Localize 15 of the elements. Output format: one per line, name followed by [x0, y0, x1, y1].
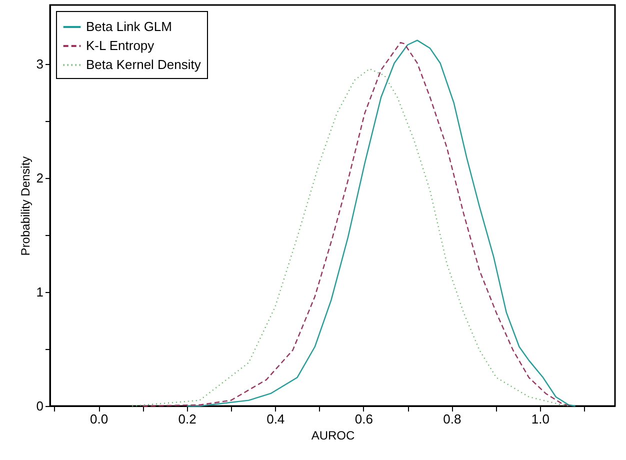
- legend-label: Beta Link GLM: [86, 19, 172, 34]
- y-tick-label: 3: [36, 56, 44, 72]
- x-axis-title: AUROC: [311, 428, 355, 442]
- y-axis-title: Probability Density: [18, 156, 32, 256]
- x-tick-label: 0.0: [90, 412, 108, 426]
- x-tick-label: 0.4: [266, 412, 285, 426]
- x-tick-label: 0.2: [178, 412, 196, 426]
- x-tick-label: 1.0: [531, 412, 550, 426]
- legend-label: K-L Entropy: [86, 38, 155, 53]
- x-tick-label: 0.6: [354, 412, 373, 426]
- legend-label: Beta Kernel Density: [86, 57, 202, 72]
- y-tick-label: 2: [36, 170, 44, 186]
- y-tick-label: 1: [36, 284, 44, 300]
- x-tick-label: 0.8: [443, 412, 462, 426]
- y-tick-label: 0: [36, 398, 44, 414]
